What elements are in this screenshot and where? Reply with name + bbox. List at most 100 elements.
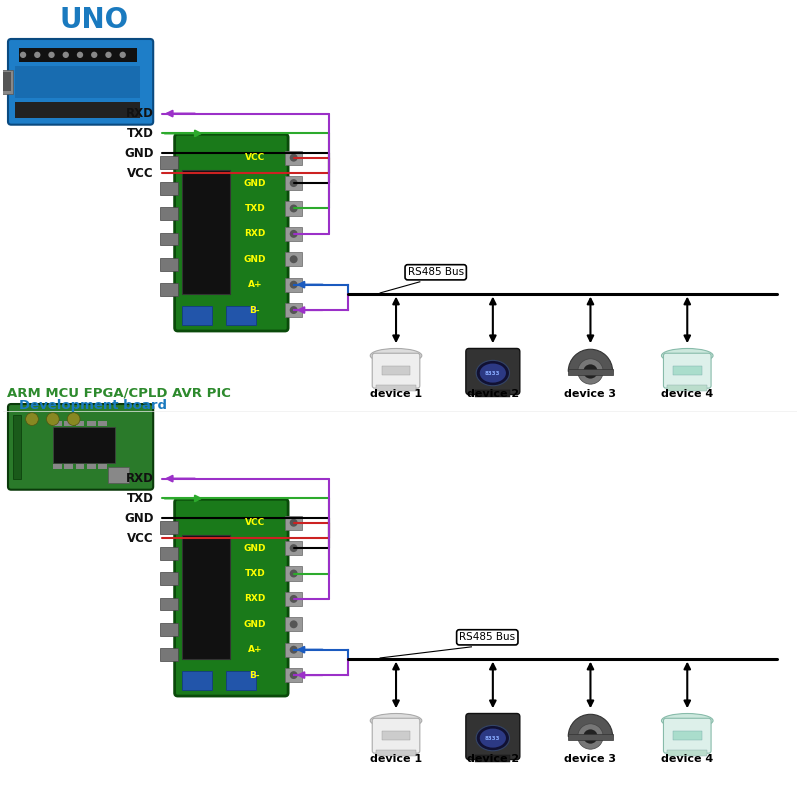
Text: 8333: 8333	[485, 736, 501, 741]
Bar	[182, 671, 212, 690]
Text: device 4: device 4	[661, 754, 714, 764]
Wedge shape	[568, 350, 613, 371]
Ellipse shape	[480, 363, 506, 382]
Bar	[160, 649, 178, 661]
Circle shape	[48, 52, 54, 58]
Bar	[226, 671, 256, 690]
FancyBboxPatch shape	[466, 349, 520, 394]
Bar	[285, 515, 302, 530]
Ellipse shape	[370, 349, 422, 362]
Circle shape	[290, 518, 298, 526]
Text: A+: A+	[248, 280, 262, 289]
Text: VCC: VCC	[127, 532, 154, 545]
Bar	[285, 642, 302, 657]
Circle shape	[290, 620, 298, 628]
Bar	[667, 385, 707, 391]
Bar	[285, 592, 302, 606]
Text: ARM MCU FPGA/CPLD AVR PIC: ARM MCU FPGA/CPLD AVR PIC	[7, 386, 231, 399]
Text: Development board: Development board	[19, 399, 167, 412]
Bar	[53, 463, 62, 469]
Text: device 3: device 3	[565, 390, 617, 399]
Bar	[285, 176, 302, 190]
Circle shape	[62, 52, 69, 58]
Circle shape	[91, 52, 98, 58]
Bar	[285, 566, 302, 581]
Circle shape	[106, 52, 112, 58]
Circle shape	[34, 52, 41, 58]
Bar	[160, 598, 178, 610]
Bar	[285, 278, 302, 292]
Text: device 2: device 2	[466, 754, 519, 764]
Circle shape	[290, 646, 298, 654]
Circle shape	[583, 730, 598, 744]
Bar	[19, 48, 137, 62]
Bar	[568, 734, 613, 741]
Text: TXD: TXD	[127, 492, 154, 505]
Bar	[75, 463, 85, 469]
Bar	[673, 366, 702, 375]
Bar	[75, 421, 85, 426]
Bar	[475, 390, 510, 397]
Bar	[226, 306, 256, 326]
Circle shape	[77, 52, 83, 58]
Circle shape	[578, 724, 603, 750]
Bar	[87, 463, 96, 469]
Text: A+: A+	[248, 645, 262, 654]
Text: GND: GND	[244, 620, 266, 629]
Bar	[382, 366, 410, 375]
Text: device 1: device 1	[370, 390, 422, 399]
Text: device 1: device 1	[370, 754, 422, 764]
Bar	[285, 617, 302, 631]
Bar	[160, 283, 178, 296]
Ellipse shape	[370, 714, 422, 728]
Circle shape	[290, 179, 298, 187]
Text: GND: GND	[125, 146, 154, 160]
Bar	[182, 170, 230, 294]
Bar	[108, 466, 129, 482]
Circle shape	[290, 154, 298, 162]
Circle shape	[290, 671, 298, 679]
FancyBboxPatch shape	[372, 354, 420, 388]
Bar	[0, 72, 11, 91]
Bar	[382, 731, 410, 741]
Text: VCC: VCC	[127, 166, 154, 179]
Circle shape	[119, 52, 126, 58]
Text: UNO: UNO	[60, 6, 129, 34]
Text: RS485 Bus: RS485 Bus	[408, 267, 464, 278]
Text: RXD: RXD	[126, 472, 154, 485]
FancyBboxPatch shape	[8, 404, 154, 490]
Text: B-: B-	[250, 306, 260, 314]
Text: TXD: TXD	[245, 204, 266, 213]
FancyBboxPatch shape	[372, 718, 420, 753]
Bar	[160, 207, 178, 220]
Text: B-: B-	[250, 670, 260, 679]
Bar	[568, 369, 613, 375]
Text: GND: GND	[244, 544, 266, 553]
Bar	[160, 182, 178, 194]
Text: TXD: TXD	[127, 127, 154, 140]
Bar	[64, 421, 73, 426]
Ellipse shape	[476, 726, 510, 750]
Text: device 3: device 3	[565, 754, 617, 764]
Bar	[98, 463, 107, 469]
Bar	[98, 421, 107, 426]
Text: GND: GND	[244, 254, 266, 264]
Bar	[182, 534, 230, 658]
Circle shape	[290, 255, 298, 263]
Circle shape	[290, 205, 298, 213]
Bar	[64, 463, 73, 469]
Bar	[667, 750, 707, 756]
FancyBboxPatch shape	[174, 499, 288, 696]
Bar	[53, 427, 115, 462]
Text: RXD: RXD	[244, 594, 266, 603]
Circle shape	[290, 230, 298, 238]
Bar	[285, 541, 302, 555]
Circle shape	[26, 413, 38, 426]
Circle shape	[290, 306, 298, 314]
Text: VCC: VCC	[245, 153, 265, 162]
Ellipse shape	[662, 349, 713, 362]
Bar	[475, 754, 510, 762]
Wedge shape	[568, 714, 613, 737]
Bar	[15, 66, 140, 98]
Text: RXD: RXD	[244, 230, 266, 238]
